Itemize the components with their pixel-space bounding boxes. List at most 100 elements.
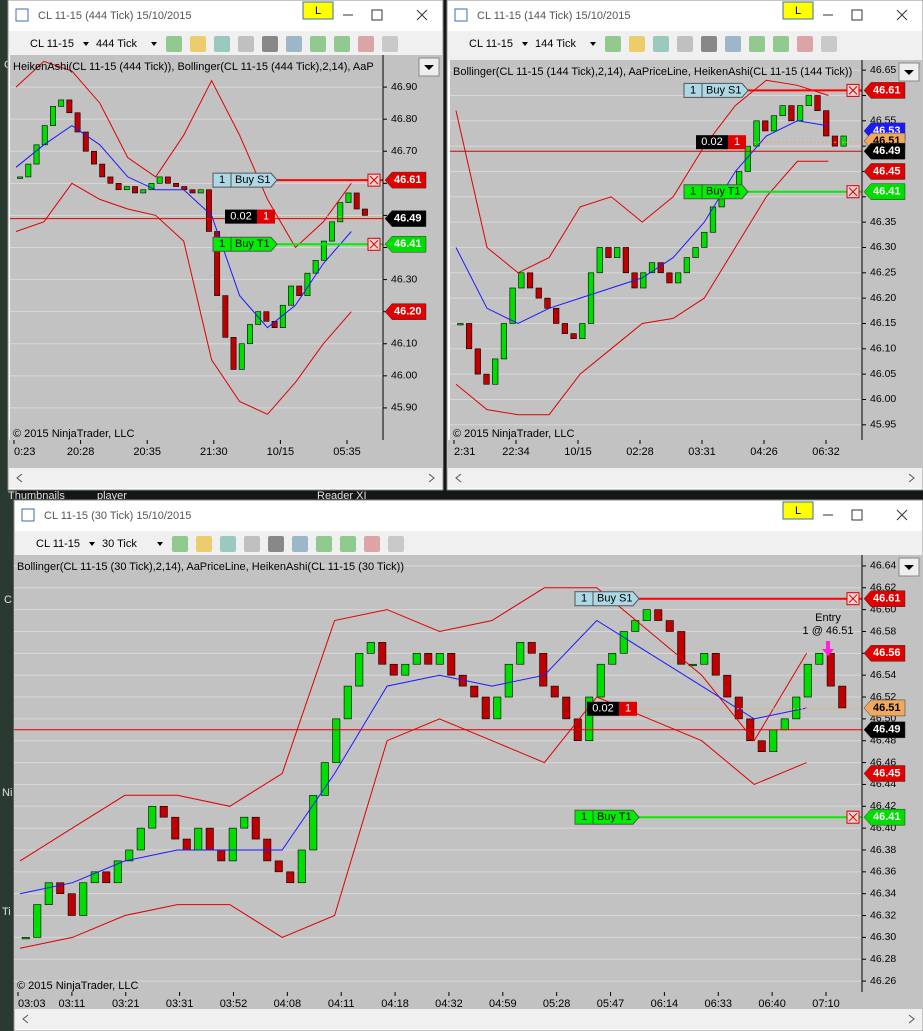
scrollbar[interactable] bbox=[9, 468, 442, 488]
order-label-box[interactable] bbox=[592, 809, 640, 825]
toolbar-icon[interactable] bbox=[653, 36, 669, 52]
scrollbar[interactable] bbox=[15, 1009, 922, 1029]
close-button[interactable] bbox=[896, 509, 908, 521]
symbol-selector[interactable]: CL 11-15 bbox=[36, 538, 80, 550]
price-marker-label: 46.41 bbox=[394, 238, 422, 250]
position-qty-box[interactable] bbox=[728, 135, 746, 150]
order-label: Buy T1 bbox=[597, 811, 632, 823]
x-tick-label: 03:31 bbox=[688, 446, 716, 458]
toolbar-icon[interactable] bbox=[262, 36, 278, 52]
toolbar-icon[interactable] bbox=[166, 36, 182, 52]
toolbar-icon[interactable] bbox=[773, 36, 789, 52]
toolbar-icon[interactable] bbox=[340, 536, 356, 552]
toolbar-icon[interactable] bbox=[310, 36, 326, 52]
close-button[interactable] bbox=[416, 9, 428, 21]
interval-selector[interactable]: 444 Tick bbox=[96, 38, 137, 50]
candle bbox=[123, 186, 130, 191]
candle bbox=[587, 272, 595, 324]
desktop-label: Reader XI bbox=[317, 490, 367, 502]
time-axis bbox=[448, 440, 922, 468]
toolbar-icon[interactable] bbox=[214, 36, 230, 52]
candle bbox=[803, 663, 812, 698]
order-label-box[interactable] bbox=[230, 236, 278, 252]
scroll-right[interactable] bbox=[908, 473, 915, 483]
toolbar-icon[interactable] bbox=[268, 536, 284, 552]
symbol-selector[interactable]: CL 11-15 bbox=[469, 38, 513, 50]
order-label-box[interactable] bbox=[592, 591, 640, 607]
x-tick-label: 04:26 bbox=[750, 446, 778, 458]
order-label-box[interactable] bbox=[230, 172, 278, 188]
window-title: CL 11-15 (144 Tick) 15/10/2015 bbox=[477, 10, 630, 22]
toolbar-icon[interactable] bbox=[244, 536, 260, 552]
candle bbox=[797, 105, 804, 122]
candle bbox=[770, 115, 778, 132]
toolbar-icon[interactable] bbox=[388, 536, 404, 552]
toolbar-icon[interactable] bbox=[292, 536, 308, 552]
close-button[interactable] bbox=[896, 9, 908, 21]
toolbar-icon[interactable] bbox=[605, 36, 621, 52]
toolbar-icon[interactable] bbox=[190, 36, 206, 52]
candle bbox=[171, 816, 180, 840]
candle bbox=[222, 295, 229, 338]
interval-selector[interactable]: 144 Tick bbox=[535, 38, 576, 50]
badge-text: L bbox=[315, 5, 321, 17]
position-qty-box[interactable] bbox=[257, 209, 275, 224]
toolbar-icon[interactable] bbox=[196, 536, 212, 552]
toolbar-icon[interactable] bbox=[358, 36, 374, 52]
candle bbox=[320, 240, 327, 261]
scroll-left[interactable] bbox=[22, 1014, 29, 1024]
app-icon bbox=[454, 8, 468, 22]
maximize-button[interactable] bbox=[851, 509, 863, 521]
scroll-right[interactable] bbox=[428, 473, 435, 483]
toolbar-icon[interactable] bbox=[316, 536, 332, 552]
position-size-box bbox=[696, 135, 728, 150]
toolbar-icon[interactable] bbox=[629, 36, 645, 52]
symbol-selector[interactable]: CL 11-15 bbox=[30, 38, 74, 50]
y-tick-label: 46.54 bbox=[870, 669, 896, 681]
candle bbox=[58, 99, 65, 107]
scroll-right[interactable] bbox=[908, 1014, 915, 1024]
scroll-left[interactable] bbox=[16, 473, 23, 483]
position-size: 0.02 bbox=[592, 703, 613, 715]
toolbar-icon[interactable] bbox=[382, 36, 398, 52]
toolbar-icon[interactable] bbox=[364, 536, 380, 552]
candle bbox=[622, 247, 629, 274]
scrollbar[interactable] bbox=[448, 468, 922, 488]
price-marker bbox=[863, 590, 906, 607]
y-tick-label: 46.00 bbox=[391, 370, 417, 382]
x-tick-label: 04:08 bbox=[274, 998, 302, 1010]
candle bbox=[21, 937, 30, 940]
toolbar-icon[interactable] bbox=[725, 36, 741, 52]
position-qty-box[interactable] bbox=[619, 701, 637, 716]
price-marker bbox=[863, 808, 906, 826]
candle bbox=[136, 827, 145, 851]
toolbar-icon[interactable] bbox=[701, 36, 717, 52]
interval-selector[interactable]: 30 Tick bbox=[102, 538, 137, 550]
scroll-left[interactable] bbox=[455, 473, 462, 483]
x-tick-label: 06:33 bbox=[705, 998, 733, 1010]
candle bbox=[642, 609, 651, 621]
maximize-button[interactable] bbox=[851, 9, 863, 21]
cancel-x bbox=[848, 594, 858, 604]
toolbar-icon[interactable] bbox=[797, 36, 813, 52]
candle bbox=[779, 105, 786, 117]
toolbar-icon[interactable] bbox=[677, 36, 693, 52]
maximize-button[interactable] bbox=[371, 9, 383, 21]
toolbar-icon[interactable] bbox=[172, 536, 188, 552]
toolbar-icon[interactable] bbox=[749, 36, 765, 52]
candle bbox=[74, 112, 81, 133]
order-label-box[interactable] bbox=[701, 184, 749, 200]
order-qty-text: 1 bbox=[690, 84, 696, 96]
toolbar-icon[interactable] bbox=[334, 36, 350, 52]
order-label-box[interactable] bbox=[701, 82, 749, 98]
desktop-label: C bbox=[4, 594, 12, 606]
candle bbox=[343, 685, 352, 720]
toolbar-icon[interactable] bbox=[286, 36, 302, 52]
axis-menu-arrow bbox=[424, 65, 434, 70]
toolbar-icon[interactable] bbox=[220, 536, 236, 552]
time-axis bbox=[15, 992, 922, 1009]
toolbar-icon[interactable] bbox=[821, 36, 837, 52]
candle bbox=[424, 653, 433, 665]
toolbar-icon[interactable] bbox=[238, 36, 254, 52]
candle bbox=[274, 860, 283, 873]
